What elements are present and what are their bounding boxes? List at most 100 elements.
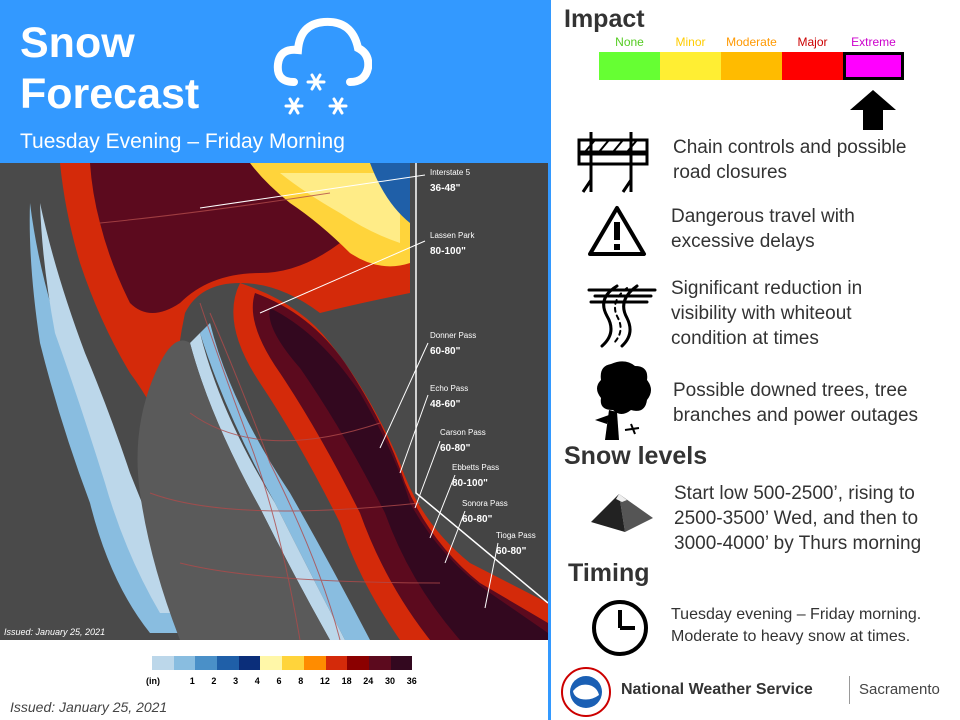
- legend-label: 36: [406, 676, 417, 686]
- legend-color-swatch: [260, 656, 283, 670]
- impact-text-line: condition at times: [671, 328, 819, 349]
- legend-color-swatch: [282, 656, 304, 670]
- road-barrier-icon: [577, 132, 649, 193]
- callout-amount: 60-80": [462, 514, 493, 525]
- snow-levels-line: 2500-3500’ Wed, and then to: [674, 508, 919, 529]
- callout-amount: 80-100": [430, 246, 466, 257]
- timing-line: Moderate to heavy snow at times.: [671, 628, 911, 645]
- impact-level-label: Moderate: [726, 35, 777, 49]
- impact-text: Dangerous travel with excessive delays: [671, 204, 855, 254]
- snow-levels-text: Start low 500-2500’, rising to 2500-3500…: [674, 481, 921, 556]
- legend-label: 12: [319, 676, 330, 686]
- legend-color-swatch: [325, 656, 348, 670]
- callout-name: Echo Pass: [430, 384, 468, 393]
- legend-label: 4: [254, 676, 260, 686]
- title-line-2: Forecast: [20, 70, 200, 118]
- whiteout-road-icon: [587, 284, 657, 348]
- up-arrow-icon: [850, 90, 896, 130]
- impact-heading: Impact: [564, 5, 645, 33]
- snowfall-color-scale: [152, 656, 413, 670]
- callout-name: Lassen Park: [430, 231, 475, 240]
- footer-separator: [849, 676, 850, 704]
- impact-level-label: Minor: [675, 35, 706, 49]
- legend-label: 24: [363, 676, 374, 686]
- office-name: Sacramento: [859, 681, 940, 698]
- downed-tree-icon: [595, 361, 651, 440]
- legend-color-swatch: [390, 656, 413, 670]
- impact-text-line: Significant reduction in: [671, 278, 863, 299]
- legend-color-swatch: [152, 656, 174, 670]
- map-issued-note: Issued: January 25, 2021: [4, 627, 106, 637]
- warning-triangle-icon: [588, 206, 646, 256]
- callout-name: Carson Pass: [440, 428, 486, 437]
- panel-divider: [548, 0, 551, 720]
- cloud-snow-icon: [273, 17, 372, 115]
- callout-name: Sonora Pass: [462, 499, 508, 508]
- impact-level-none: [599, 52, 660, 80]
- legend-color-swatch: [195, 656, 218, 670]
- impact-level-moderate: [721, 52, 782, 80]
- callout-amount: 36-48": [430, 183, 461, 194]
- callout-amount: 60-80": [440, 443, 471, 454]
- impact-text-line: excessive delays: [671, 231, 815, 252]
- callout-amount: 48-60": [430, 399, 461, 410]
- legend-color-swatch: [217, 656, 239, 670]
- legend-color-swatch: [303, 656, 326, 670]
- timing-heading: Timing: [568, 559, 650, 587]
- impact-scale: [599, 52, 904, 80]
- impact-text: Significant reduction in visibility with…: [671, 276, 862, 351]
- snow-levels-line: Start low 500-2500’, rising to: [674, 483, 915, 504]
- clock-icon: [592, 600, 648, 656]
- legend-unit: (in): [146, 676, 160, 686]
- legend-color-swatch: [173, 656, 196, 670]
- impact-text-line: Chain controls and possible: [673, 137, 907, 158]
- left-panel: Snow Forecast Tuesday Evening – Friday M…: [0, 0, 548, 715]
- callout-amount: 60-80": [496, 546, 527, 557]
- callout-amount: 80-100": [452, 478, 488, 489]
- nws-logo: [561, 667, 611, 717]
- impact-level-minor: [660, 52, 721, 80]
- impact-text-line: visibility with whiteout: [671, 303, 852, 324]
- callout-name: Ebbetts Pass: [452, 463, 499, 472]
- legend-label: 30: [385, 676, 396, 686]
- impact-level-major: [782, 52, 843, 80]
- legend-color-swatch: [238, 656, 261, 670]
- legend-color-swatch: [347, 656, 369, 670]
- legend-color-swatch: [368, 656, 391, 670]
- impact-level-label: None: [615, 35, 644, 49]
- subtitle: Tuesday Evening – Friday Morning: [20, 130, 345, 153]
- callout-name: Donner Pass: [430, 331, 476, 340]
- snowfall-scale-labels: (in) 1 2 3 4 6 8 12 18 24 30 36: [140, 676, 430, 688]
- callout-amount: 60-80": [430, 346, 461, 357]
- impact-text: Chain controls and possible road closure…: [673, 135, 906, 185]
- impact-text-line: Dangerous travel with: [671, 206, 855, 227]
- timing-line: Tuesday evening – Friday morning.: [671, 606, 922, 623]
- agency-name: National Weather Service: [621, 681, 813, 698]
- snowfall-map-graphic: Interstate 5 36-48" Lassen Park 80-100" …: [0, 163, 548, 640]
- snow-levels-heading: Snow levels: [564, 442, 708, 470]
- title-line-1: Snow: [20, 19, 135, 67]
- legend-label: 8: [298, 676, 304, 686]
- impact-text-line: road closures: [673, 162, 788, 183]
- impact-text-line: Possible downed trees, tree: [673, 380, 908, 401]
- legend-label: 18: [341, 676, 352, 686]
- right-panel: Impact None Minor Moderate Major Extreme…: [551, 0, 960, 720]
- legend-label: 6: [276, 676, 282, 686]
- timing-text: Tuesday evening – Friday morning. Modera…: [671, 604, 921, 648]
- snowfall-map: Interstate 5 36-48" Lassen Park 80-100" …: [0, 163, 548, 640]
- callout-name: Interstate 5: [430, 168, 471, 177]
- legend-label: 3: [233, 676, 239, 686]
- legend-label: 2: [211, 676, 217, 686]
- issued-date: Issued: January 25, 2021: [10, 699, 168, 715]
- mountain-icon: [591, 494, 653, 532]
- legend-label: 1: [189, 676, 195, 686]
- impact-level-label: Major: [797, 35, 828, 49]
- header-banner: Snow Forecast Tuesday Evening – Friday M…: [0, 0, 548, 163]
- snow-levels-line: 3000-4000’ by Thurs morning: [674, 533, 922, 554]
- impact-level-label: Extreme: [851, 35, 896, 49]
- callout-name: Tioga Pass: [496, 531, 536, 540]
- impact-text: Possible downed trees, tree branches and…: [673, 378, 918, 428]
- page-title: Snow Forecast: [20, 18, 199, 120]
- impact-level-extreme-selected: [843, 52, 904, 80]
- impact-text-line: branches and power outages: [673, 405, 919, 426]
